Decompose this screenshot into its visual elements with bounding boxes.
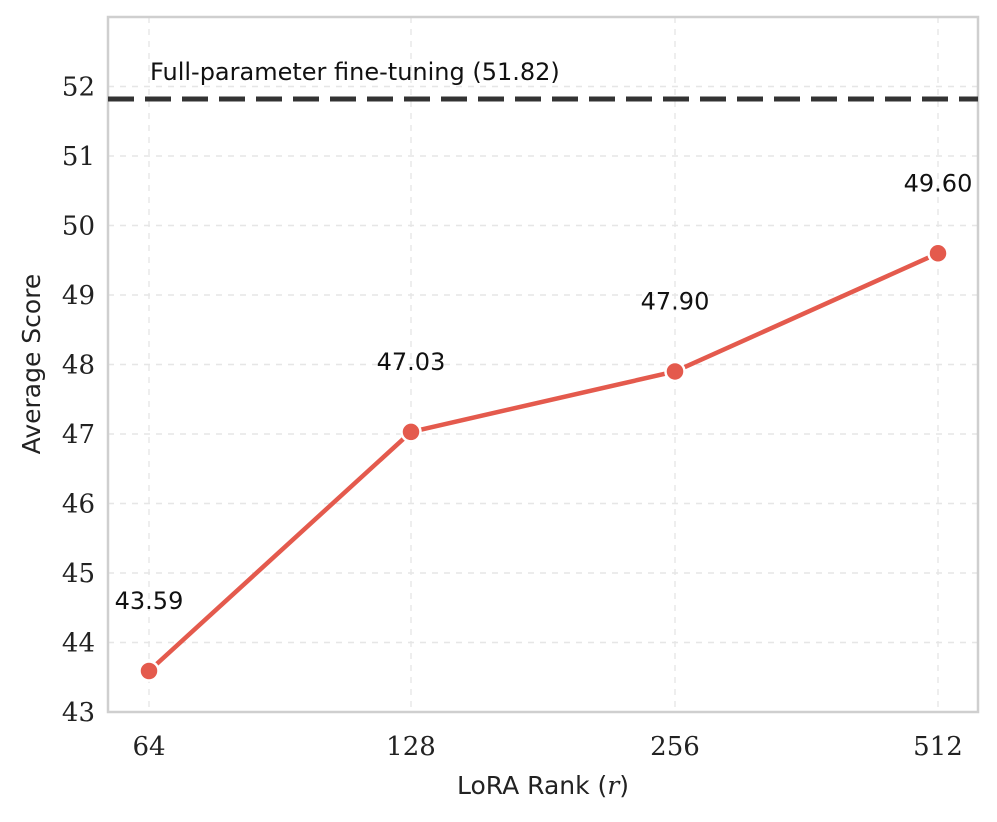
reference-line-group: Full-parameter fine-tuning (51.82) <box>108 58 978 102</box>
data-label: 43.59 <box>115 587 184 615</box>
series-line <box>146 251 941 674</box>
x-tick-label: 128 <box>386 732 436 762</box>
x-axis-title-text: LoRA Rank <box>457 771 590 800</box>
series-group: 43.59 47.03 47.90 49.60 <box>115 169 973 682</box>
reference-line-label: Full-parameter fine-tuning (51.82) <box>150 58 560 86</box>
data-label: 49.60 <box>904 169 973 197</box>
y-axis-title: Average Score <box>17 274 46 455</box>
x-tick-label: 256 <box>650 732 700 762</box>
data-point <box>664 360 686 383</box>
data-label: 47.90 <box>641 287 710 315</box>
y-tick-label: 45 <box>62 559 95 589</box>
y-tick-label: 44 <box>62 629 95 659</box>
y-tick-label: 47 <box>62 420 95 450</box>
y-tick-label: 48 <box>62 351 95 381</box>
y-tick-label: 50 <box>62 212 95 242</box>
y-tick-label: 52 <box>62 73 95 103</box>
x-tick-label: 64 <box>132 732 165 762</box>
data-point <box>927 242 949 265</box>
grid <box>108 17 978 712</box>
y-tick-label: 49 <box>62 281 95 311</box>
data-point <box>138 660 160 682</box>
data-point <box>400 421 422 443</box>
x-tick-label: 512 <box>913 732 963 762</box>
x-axis-title: LoRA Rank (r) <box>457 771 629 800</box>
data-label: 47.03 <box>377 348 446 376</box>
y-tick-label: 51 <box>62 142 95 172</box>
y-tick-labels: 43 44 45 46 47 48 49 50 51 52 <box>62 73 95 729</box>
x-axis-title-paren-open: ( <box>590 771 608 800</box>
y-tick-label: 43 <box>62 698 95 728</box>
x-axis-title-paren-close: ) <box>619 771 629 800</box>
y-tick-label: 46 <box>62 490 95 520</box>
x-tick-labels: 64 128 256 512 <box>132 732 962 762</box>
plot-frame <box>106 15 980 714</box>
x-axis-title-variable: r <box>607 771 621 800</box>
